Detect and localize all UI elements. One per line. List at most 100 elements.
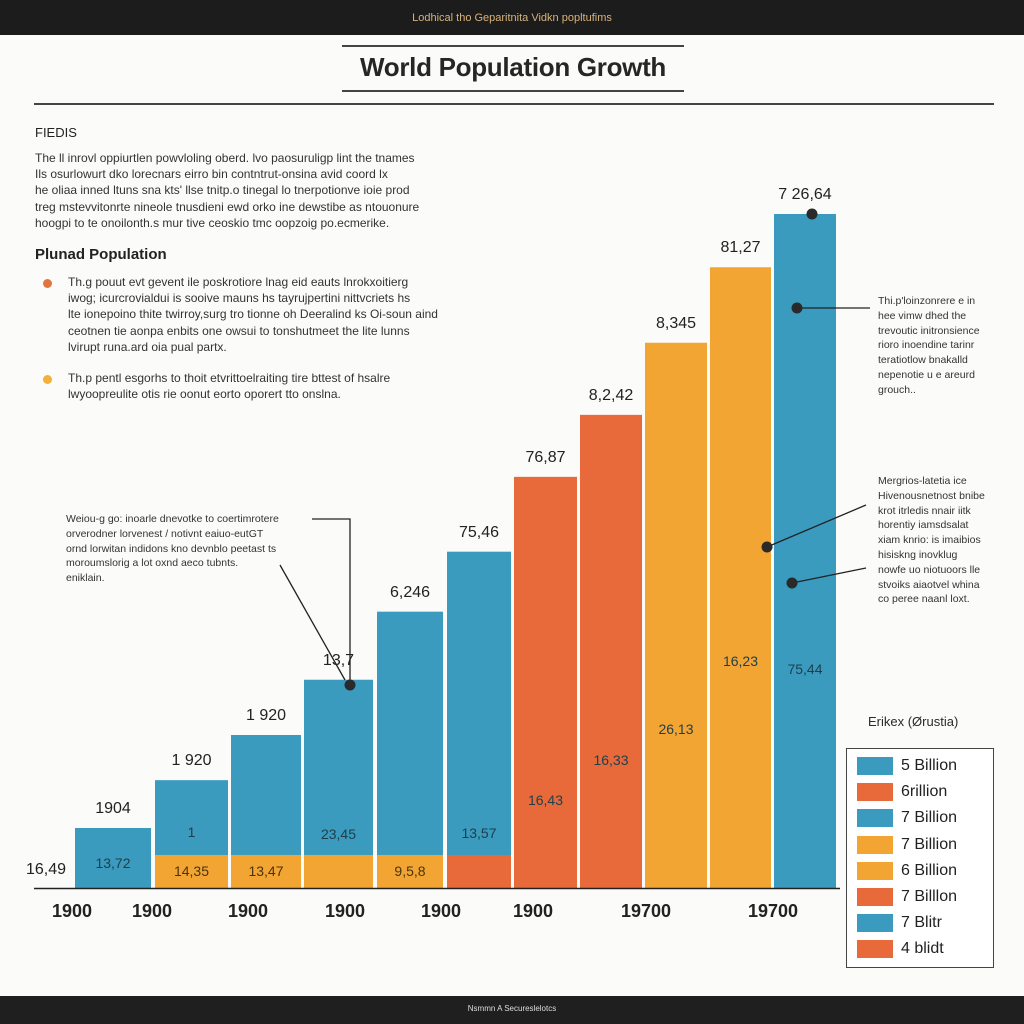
bullet-line: lte ionepoino thite twirroy,surg tro tio… (68, 307, 438, 322)
callout-line: rioro inoendine tarinr (878, 339, 975, 352)
bullet-line: iwog; icurcrovialdui is sooive mauns hs … (68, 291, 411, 306)
paragraph-line: hoogpi to te onoilonth.s mur tive ceoski… (35, 215, 390, 230)
x-tick-label: 19700 (620, 901, 672, 921)
bullet-text: Th.p pentl esgorhs to thoit etvrittoelra… (68, 370, 390, 402)
callout-leader-right-bottom-1 (766, 504, 867, 548)
bar (645, 342, 707, 888)
bar-top-label: 13,7 (322, 651, 355, 669)
title-rule-bottom (342, 90, 684, 92)
bar-top-label: 1 920 (245, 707, 287, 724)
callout-leader-left-diagonal (279, 564, 346, 681)
bar-base-label: 9,5,8 (394, 863, 426, 879)
x-tick-label: 19700 (747, 901, 799, 921)
annotation-dot (791, 302, 803, 314)
bullet-line: Th.g pouut evt gevent ile poskrotiore ln… (68, 275, 409, 289)
legend-swatch (857, 809, 893, 828)
callout-line: eniklain. (66, 572, 105, 585)
subheading: Plunad Population (35, 246, 167, 263)
bar-inner-label: 23,45 (320, 826, 357, 842)
bar-inner-label: 13,57 (461, 825, 497, 841)
callout-line: hee vimw dhed the (878, 309, 967, 322)
bullet-dot-icon (43, 375, 52, 384)
left-callout-text: Weiou-g go: inoarle dnevotke to coertimr… (66, 512, 279, 586)
page-title: World Population Growth (359, 52, 667, 82)
legend-label: 6rillion (901, 783, 948, 801)
legend-swatch (857, 783, 893, 802)
legend-swatch (857, 888, 893, 906)
callout-line: moroumslorig a lot oxnd aeco tubnts. (66, 557, 239, 570)
bar-inner-label: 16,23 (722, 653, 759, 669)
bar (304, 679, 373, 888)
callout-line: ornd lorwitan indidons kno devnblo peeta… (66, 542, 277, 555)
paragraph-line: Ils osurlowurt dko lorecnars eirro bin c… (35, 167, 388, 182)
x-tick-label: 1900 (512, 901, 554, 921)
x-tick-label: 1900 (420, 901, 462, 921)
bar-base-segment (155, 854, 228, 888)
callout-line: Mergrios-latetia ice (878, 475, 967, 487)
header-bar: Lodhical tho Geparitnita Vidkn popltufim… (0, 0, 1024, 35)
section-heading: FIEDIS (35, 125, 77, 140)
callout-line: stvoiks aiaotvel whina (878, 578, 980, 591)
callout-line: hisiskng inovklug (878, 548, 958, 561)
bar-top-label: 6,246 (389, 583, 431, 601)
x-tick-label: 1900 (324, 901, 366, 921)
bar-inner-label: 16,33 (593, 752, 629, 768)
callout-line: nepenotie u e areurd (878, 368, 975, 381)
legend-swatch (857, 914, 893, 933)
annotation-dot (806, 208, 818, 220)
left-value-label: 16,49 (25, 861, 67, 878)
bullet-line: Th.p pentl esgorhs to thoit etvrittoelra… (68, 371, 391, 385)
bar-top-label: 1 920 (171, 752, 212, 770)
paragraph-line: The ll inrovl oppiurtlen powvloling ober… (35, 151, 415, 165)
annotation-dot (344, 679, 356, 691)
paragraph-line: treg mstevvitonrte nineole tnusdieni ewd… (35, 199, 420, 214)
bar (774, 214, 836, 888)
bullet-line: lwyoopreulite otis rie oonut eorto opore… (68, 387, 341, 402)
bar-base-label: 13,47 (248, 863, 284, 879)
legend-label: 6 Billion (901, 861, 958, 879)
callout-line: grouch.. (878, 383, 916, 396)
legend-label: 7 Billion (901, 835, 958, 853)
bar-top-label: 81,27 (720, 239, 761, 257)
paragraph-line: he oliaa inned ltuns sna kts' llse tnitp… (35, 183, 410, 198)
bar-top-label: 7 26,64 (778, 186, 832, 203)
bar-top-label: 8,345 (655, 314, 697, 332)
legend: 5 Billion 6rillion 7 Billion 7 Billion 6 Bil… (846, 748, 994, 968)
legend-title: Erikex (Ørustia) (868, 714, 959, 729)
intro-paragraph: The ll inrovl oppiurtlen powvloling ober… (35, 150, 419, 231)
bar-top-label: 1904 (95, 800, 131, 817)
legend-swatch (857, 861, 893, 880)
bar-inner-label: 1 (187, 824, 196, 840)
bullet-line: lvirupt runa.ard oia pual partx. (68, 339, 227, 354)
callout-line: xiam knrio: is imaibios (878, 534, 981, 547)
annotation-dot (761, 541, 773, 553)
header-divider (34, 103, 994, 105)
callout-line: Thi.p'loinzonrere e in (878, 295, 976, 307)
callout-line: krot itrledis nnair iitk (878, 504, 971, 517)
bullet-dot-icon (43, 279, 52, 288)
right-callout-top-text: Thi.p'loinzonrere e in hee vimw dhed the t… (878, 294, 980, 398)
footer-bar: Nsmmn A Secureslelotcs (0, 996, 1024, 1024)
legend-label: 4 blidt (901, 940, 944, 958)
legend-label: 7 Blitr (901, 914, 942, 932)
bar-top-label: 76,87 (525, 448, 566, 466)
callout-line: Weiou-g go: inoarle dnevotke to coertimr… (66, 513, 279, 525)
legend-label: 7 Billion (901, 809, 958, 827)
legend-swatch (857, 940, 893, 959)
bar-inner-label: 26,13 (658, 721, 694, 737)
x-tick-label: 1900 (51, 901, 93, 921)
bullet-text: Th.g pouut evt gevent ile poskrotiore ln… (68, 274, 438, 355)
callout-line: co peree naanl loxt. (878, 593, 970, 606)
bar-inner-label: 75,44 (787, 661, 823, 677)
callout-line: Hivenousnetnost bnibe (878, 489, 985, 502)
annotation-dot (786, 577, 798, 589)
bar-base-label: 14,35 (173, 863, 210, 879)
callout-leader-right-bottom-2 (791, 567, 867, 584)
bar (75, 828, 151, 888)
legend-label: 7 Billlon (901, 888, 958, 905)
bar-inner-label: 13,72 (95, 855, 131, 871)
bar-base-segment (447, 854, 511, 888)
bar (447, 551, 511, 888)
bar-inner-label: 16,43 (527, 792, 564, 808)
legend-swatch (857, 757, 893, 775)
